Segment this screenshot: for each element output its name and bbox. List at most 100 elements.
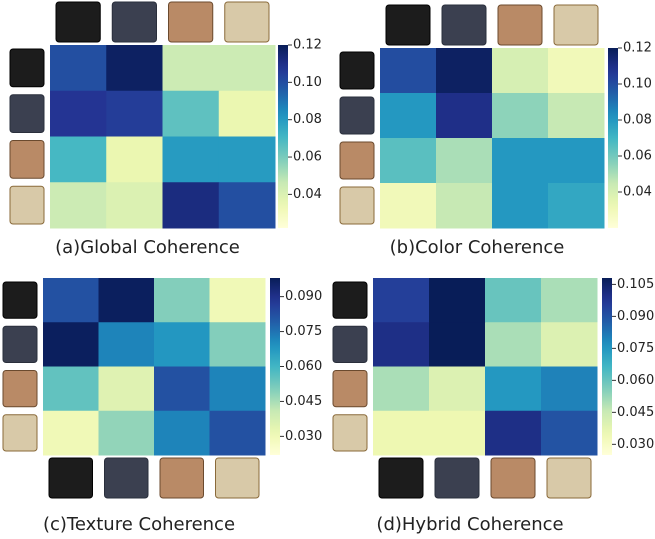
heatmap-cell (436, 183, 493, 229)
colorbar-tick-label: 0.090 (285, 289, 322, 304)
heatmap-cell (210, 367, 266, 412)
row-thumbnail (340, 187, 374, 224)
heatmap-cell (43, 278, 99, 323)
heatmap-cell (380, 138, 437, 184)
colorbar-tick-label: 0.090 (617, 309, 654, 324)
heatmap-cell (210, 411, 266, 456)
caption: (a)Global Coherence (55, 237, 240, 258)
column-thumbnail (160, 458, 204, 498)
colorbar-tick-label: 0.060 (285, 359, 322, 374)
heatmap-cell (436, 138, 493, 184)
heatmap-cell (43, 322, 99, 367)
heatmap-cell (106, 91, 163, 137)
heatmap-cell (154, 322, 210, 367)
colorbar-tick-label: 0.08 (293, 112, 322, 127)
row-thumbnail (3, 326, 37, 362)
heatmap-cell (106, 137, 163, 183)
heatmap-cell (219, 137, 276, 183)
colorbar-tick-label: 0.030 (617, 437, 654, 452)
heatmap-cell (43, 411, 99, 456)
heatmap-cell (548, 138, 605, 184)
colorbar-tick-label: 0.045 (285, 394, 322, 409)
heatmap-cell (50, 91, 107, 137)
colorbar (270, 278, 280, 455)
heatmap-cell (219, 45, 276, 91)
column-thumbnail (386, 5, 430, 45)
colorbar-tick-label: 0.075 (285, 324, 322, 339)
heatmap-cell (485, 367, 542, 412)
colorbar-tick-label: 0.12 (623, 41, 652, 56)
colorbar-tick-label: 0.105 (617, 277, 654, 292)
column-thumbnail (554, 5, 598, 45)
colorbar (608, 48, 618, 228)
heatmap-cell (163, 91, 220, 137)
heatmap-cell (541, 322, 598, 367)
row-thumbnail (10, 95, 44, 133)
colorbar-tick-label: 0.08 (623, 113, 652, 128)
heatmap-cell (99, 322, 155, 367)
column-thumbnail (379, 458, 423, 498)
heatmap-cell (429, 367, 486, 412)
caption: (d)Hybrid Coherence (376, 514, 563, 535)
heatmap-cell (373, 411, 430, 456)
colorbar-tick-label: 0.06 (623, 149, 652, 164)
heatmap-cell (492, 138, 549, 184)
heatmap-cell (373, 367, 430, 412)
row-thumbnail (340, 142, 374, 179)
heatmap-cell (154, 411, 210, 456)
colorbar-tick-label: 0.10 (623, 77, 652, 92)
heatmap-cell (99, 411, 155, 456)
row-thumbnail (333, 282, 367, 318)
colorbar-tick-label: 0.06 (293, 150, 322, 165)
column-thumbnail (216, 458, 260, 498)
column-thumbnail (498, 5, 542, 45)
heatmap-cell (154, 278, 210, 323)
heatmap-cell (163, 137, 220, 183)
row-thumbnail (333, 371, 367, 407)
heatmap-cell (106, 45, 163, 91)
heatmap-cell (485, 322, 542, 367)
row-thumbnail (10, 186, 44, 224)
heatmap-cell (163, 182, 220, 228)
row-thumbnail (3, 282, 37, 318)
heatmap-cell (436, 93, 493, 139)
row-thumbnail (340, 97, 374, 134)
heatmap-cell (99, 367, 155, 412)
heatmap-cell (154, 367, 210, 412)
heatmap-cell (429, 411, 486, 456)
heatmap-cell (50, 45, 107, 91)
colorbar-tick-label: 0.030 (285, 429, 322, 444)
heatmap-cell (380, 183, 437, 229)
heatmap-cell (380, 48, 437, 94)
colorbar-tick-label: 0.12 (293, 38, 322, 53)
column-thumbnail (435, 458, 479, 498)
figure: 0.12 0.10 0.08 0.06 0.04 (a)Global Coherence 0… (0, 0, 655, 539)
column-thumbnail (112, 2, 156, 42)
heatmap-cell (210, 322, 266, 367)
heatmap-cell (429, 322, 486, 367)
heatmap-cell (43, 367, 99, 412)
heatmap-cell (219, 91, 276, 137)
caption: (c)Texture Coherence (43, 514, 235, 535)
heatmap-cell (380, 93, 437, 139)
heatmap-cell (485, 278, 542, 323)
heatmap-cell (485, 411, 542, 456)
column-thumbnail (49, 458, 93, 498)
heatmap-cell (492, 48, 549, 94)
heatmap-cell (99, 278, 155, 323)
heatmap-cell (541, 411, 598, 456)
column-thumbnail (105, 458, 149, 498)
heatmap-cell (548, 48, 605, 94)
colorbar (278, 45, 288, 228)
row-thumbnail (10, 141, 44, 179)
colorbar (602, 278, 612, 455)
colorbar-tick-label: 0.10 (293, 75, 322, 90)
heatmap-cell (548, 93, 605, 139)
heatmap-cell (548, 183, 605, 229)
row-thumbnail (333, 415, 367, 451)
column-thumbnail (225, 2, 269, 42)
caption: (b)Color Coherence (390, 237, 565, 258)
heatmap-cell (541, 367, 598, 412)
colorbar-tick-label: 0.04 (623, 185, 652, 200)
row-thumbnail (3, 415, 37, 451)
